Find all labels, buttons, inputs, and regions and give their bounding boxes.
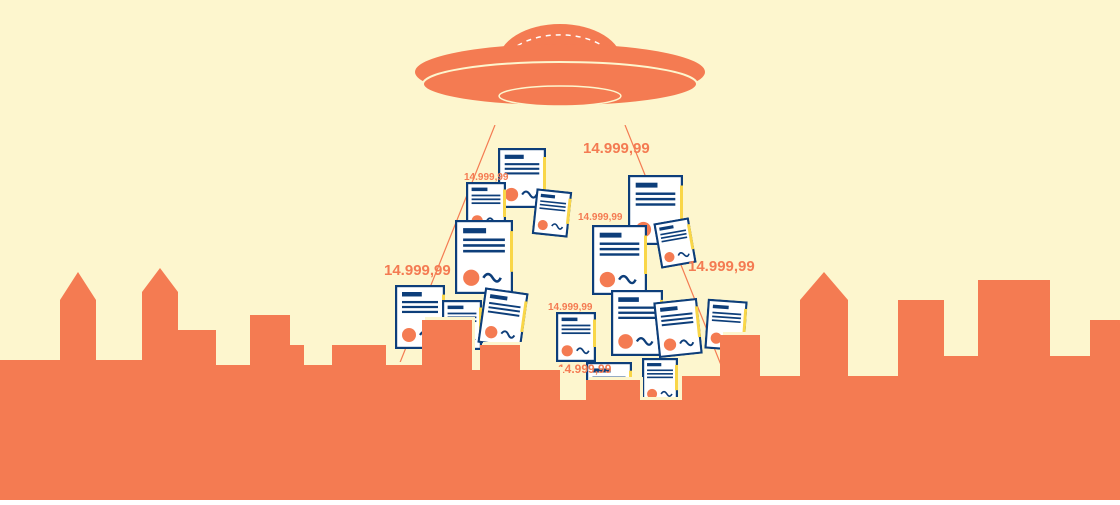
illustration-canvas: 14.999,9914.999,9914.999,9914.999,9914.9… (0, 0, 1120, 500)
